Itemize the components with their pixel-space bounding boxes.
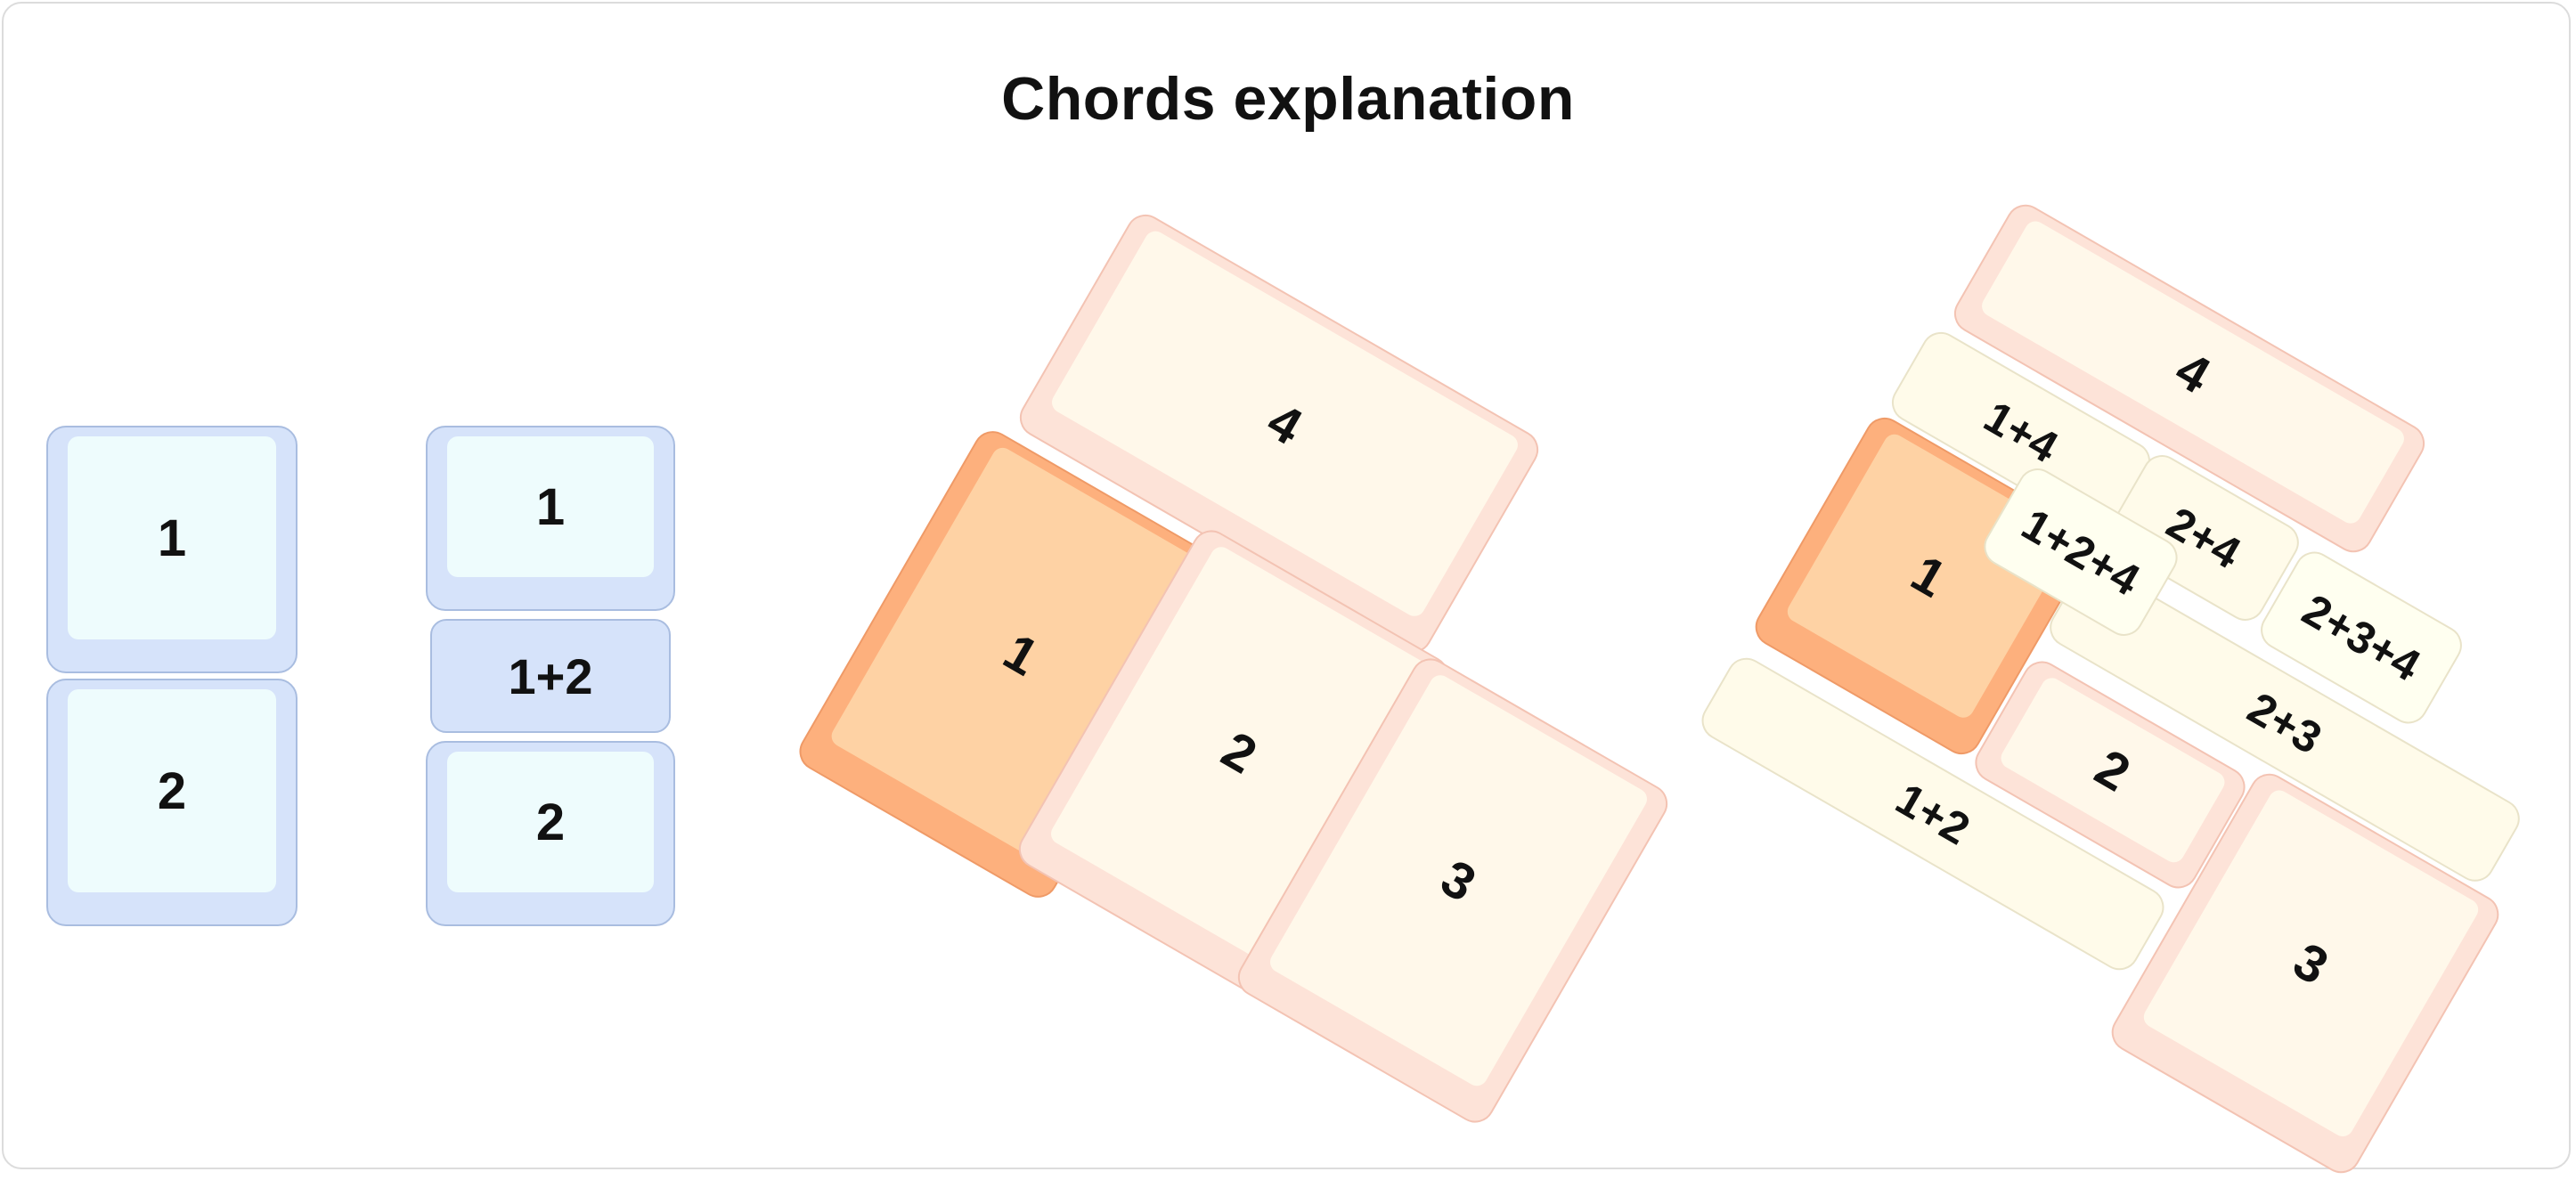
key-label: 2 (1212, 720, 1267, 785)
key-label: 2 (535, 793, 566, 851)
key-1: 1 (426, 426, 675, 611)
key-label: 2 (157, 761, 187, 820)
chord-zone-1-2: 1+2 (430, 619, 671, 733)
key-label: 4 (2165, 339, 2221, 405)
page-title: Chords explanation (1001, 65, 1575, 133)
chord-label: 1+4 (1976, 391, 2067, 473)
key-label: 1 (994, 622, 1048, 687)
chord-label: 2+3 (2239, 682, 2330, 764)
key-label: 1 (157, 509, 187, 567)
key-1: 1 (46, 426, 298, 673)
chord-label: 1+2 (508, 647, 593, 704)
key-2: 2 (46, 679, 298, 926)
chord-label: 1+2 (1887, 773, 1978, 855)
key-label: 1 (1902, 543, 1956, 608)
key-label: 3 (1431, 848, 1486, 913)
key-2: 2 (426, 741, 675, 926)
key-label: 1 (535, 477, 566, 536)
key-label: 4 (1258, 391, 1312, 456)
key-label: 2 (2085, 737, 2140, 803)
key-label: 3 (2284, 931, 2338, 996)
